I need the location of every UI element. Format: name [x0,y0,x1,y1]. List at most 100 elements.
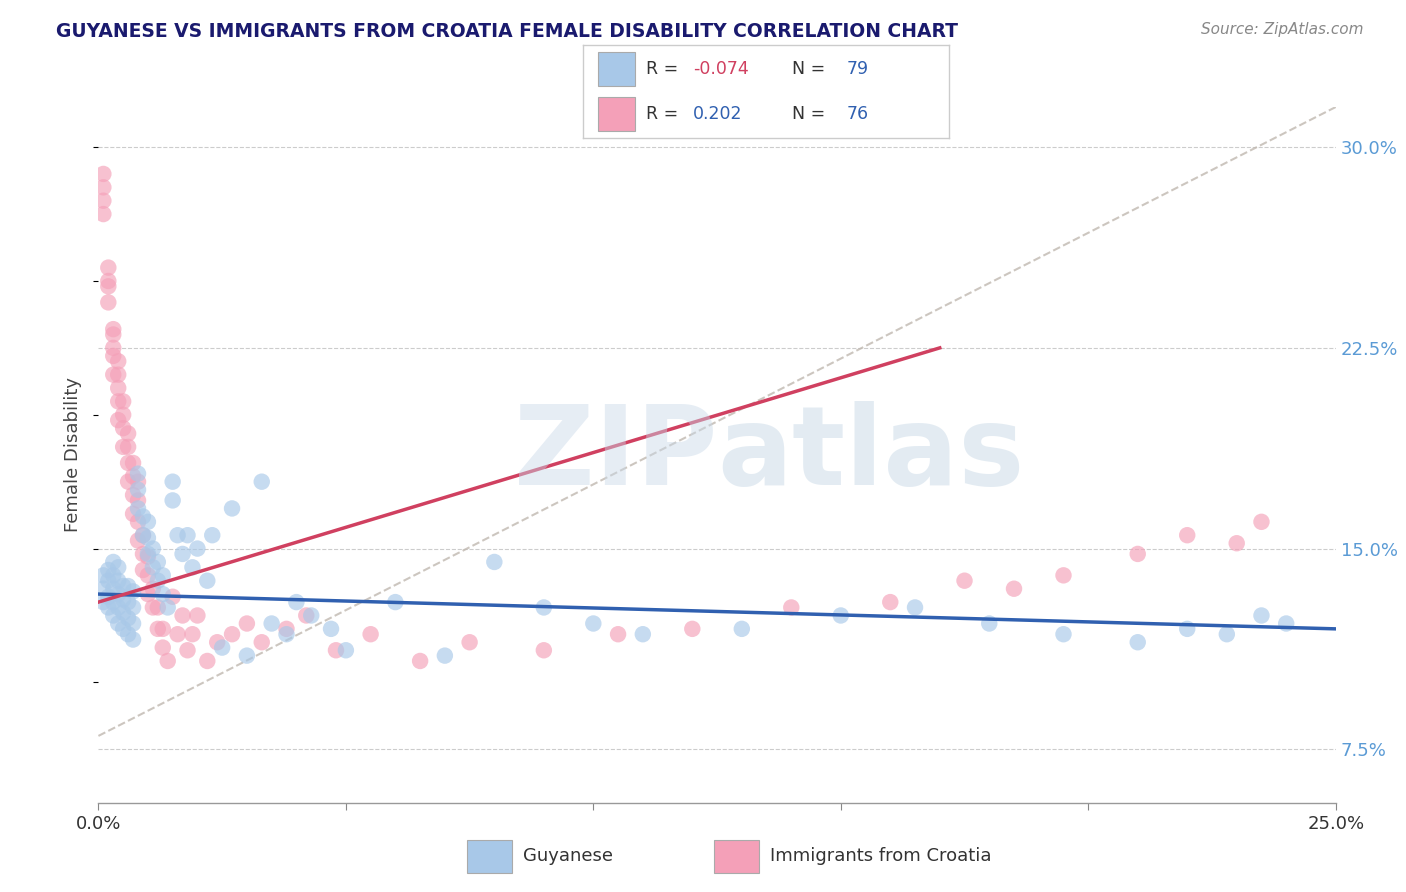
Point [107,560,129,574]
Point [146,555,169,569]
Point [103,322,125,336]
Point [181,627,204,641]
Text: atlas: atlas [717,401,1025,508]
Point [93,180,115,194]
Point [117,440,139,454]
Point [107,394,129,409]
Point [142,560,165,574]
Point [117,579,139,593]
Point [117,611,139,625]
Point [127,515,149,529]
Point [97,563,120,577]
Point [458,635,481,649]
Point [176,643,198,657]
Point [107,413,129,427]
Point [631,627,654,641]
Point [112,408,135,422]
Point [97,279,120,293]
Point [1216,627,1239,641]
Point [162,493,184,508]
Point [172,547,194,561]
FancyBboxPatch shape [467,840,512,873]
Point [146,600,169,615]
Point [112,606,135,620]
Point [1226,536,1249,550]
Point [195,654,218,668]
Point [107,354,129,368]
Point [533,600,555,615]
FancyBboxPatch shape [714,840,759,873]
Point [132,547,155,561]
Point [103,568,125,582]
Point [681,622,703,636]
Point [186,608,208,623]
Point [132,528,155,542]
Point [117,627,139,641]
Point [112,592,135,607]
Point [136,568,159,582]
Point [195,574,218,588]
Point [1002,582,1025,596]
Point [136,549,159,564]
Point [152,622,174,636]
Point [112,579,135,593]
Point [780,600,803,615]
Point [93,194,115,208]
Point [607,627,630,641]
Point [830,608,852,623]
Point [953,574,976,588]
Point [122,469,145,483]
Point [107,616,129,631]
Point [122,616,145,631]
Point [112,622,135,636]
Point [979,616,1001,631]
Point [97,574,120,588]
Point [325,643,347,657]
Point [299,608,322,623]
Point [162,475,184,489]
Text: 79: 79 [846,60,869,78]
Point [172,608,194,623]
Point [112,440,135,454]
Point [176,528,198,542]
Point [107,587,129,601]
Point [879,595,901,609]
Point [103,608,125,623]
Point [103,341,125,355]
Point [236,616,259,631]
Point [276,627,298,641]
Point [236,648,259,663]
Point [107,600,129,615]
Point [221,501,243,516]
Point [97,260,120,275]
Point [1052,627,1074,641]
Point [1275,616,1298,631]
Point [1052,568,1074,582]
Text: N =: N = [792,60,831,78]
Point [904,600,927,615]
Point [533,643,555,657]
Point [122,488,145,502]
Point [142,582,165,596]
Point [1250,608,1272,623]
Point [112,394,135,409]
Point [97,274,120,288]
Point [146,574,169,588]
Point [132,509,155,524]
Point [122,507,145,521]
Point [276,622,298,636]
Point [136,547,159,561]
Point [103,368,125,382]
Point [117,475,139,489]
Point [1126,547,1149,561]
Point [93,568,115,582]
Text: R =: R = [645,105,683,123]
Text: 0.202: 0.202 [693,105,742,123]
Point [117,456,139,470]
Point [103,349,125,363]
Point [136,531,159,545]
Point [103,327,125,342]
Point [117,426,139,441]
Point [731,622,754,636]
Point [1175,622,1198,636]
